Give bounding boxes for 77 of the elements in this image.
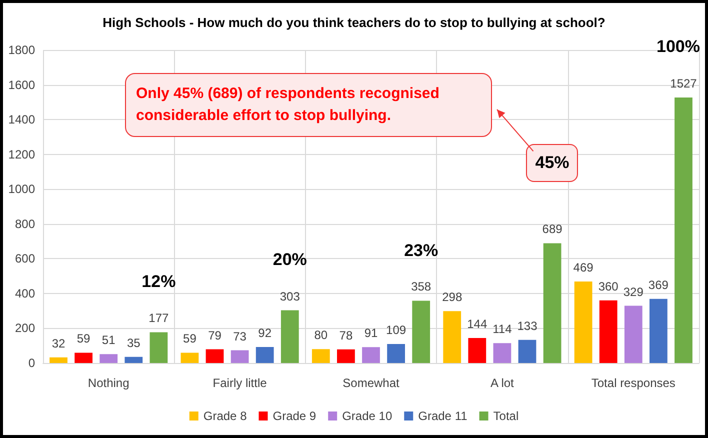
x-tick-label: Fairly little bbox=[212, 376, 268, 390]
y-tick-label: 1400 bbox=[8, 112, 36, 127]
y-tick-label: 600 bbox=[14, 252, 36, 266]
data-label: 80 bbox=[314, 328, 328, 342]
y-tick-label: 400 bbox=[14, 286, 36, 300]
bar bbox=[124, 356, 143, 363]
bar bbox=[412, 300, 430, 363]
x-tick-label: Nothing bbox=[88, 376, 130, 390]
callout: Only 45% (689) of respondents recognised considerable effort to stop bullying. bbox=[125, 73, 492, 136]
bar bbox=[468, 338, 486, 363]
data-label: 79 bbox=[208, 328, 222, 342]
bar bbox=[180, 352, 199, 363]
bar bbox=[230, 350, 249, 363]
bar bbox=[312, 349, 330, 363]
legend-label: Grade 10 bbox=[342, 409, 392, 423]
data-label: 73 bbox=[233, 329, 247, 344]
data-label: 133 bbox=[517, 318, 538, 333]
bar bbox=[650, 298, 668, 363]
x-tick-label: A lot bbox=[490, 376, 515, 390]
y-tick-label: 1600 bbox=[8, 78, 36, 92]
bar bbox=[206, 349, 224, 363]
chart-title: High Schools - How much do you think teachers do to stop to bullying at school? bbox=[102, 15, 606, 30]
data-label: 91 bbox=[364, 326, 378, 340]
data-label: 59 bbox=[76, 332, 91, 346]
data-label: 1527 bbox=[670, 76, 698, 90]
y-tick-label: 0 bbox=[28, 356, 36, 370]
bar bbox=[74, 352, 92, 363]
data-label: 469 bbox=[573, 260, 594, 274]
data-label: 298 bbox=[442, 290, 462, 304]
bar bbox=[574, 281, 592, 363]
bar bbox=[337, 349, 355, 363]
data-label: 369 bbox=[648, 278, 669, 292]
y-tick-label: 1800 bbox=[8, 43, 36, 57]
bar bbox=[100, 354, 118, 363]
data-label: 144 bbox=[467, 316, 488, 331]
annotation: 20% bbox=[272, 250, 307, 270]
data-label: 689 bbox=[542, 222, 563, 236]
y-tick-label: 1000 bbox=[8, 182, 36, 196]
x-tick-label: Somewhat bbox=[342, 376, 400, 390]
bar bbox=[256, 347, 274, 363]
bar bbox=[362, 347, 380, 363]
data-label: 78 bbox=[339, 328, 353, 342]
data-label: 51 bbox=[102, 333, 116, 348]
data-label: 59 bbox=[183, 332, 197, 346]
data-label: 35 bbox=[126, 336, 141, 350]
bar bbox=[599, 300, 618, 363]
bar bbox=[443, 311, 462, 363]
legend-label: Grade 9 bbox=[272, 409, 316, 423]
annotation: 12% bbox=[142, 272, 176, 292]
bar bbox=[150, 332, 168, 363]
bar bbox=[543, 243, 562, 363]
bar bbox=[518, 340, 536, 363]
data-label: 92 bbox=[258, 326, 272, 340]
data-label: 177 bbox=[148, 311, 170, 326]
data-label: 329 bbox=[623, 284, 644, 299]
bar bbox=[624, 306, 642, 363]
legend-label: Grade 11 bbox=[418, 409, 468, 423]
data-label: 303 bbox=[280, 289, 300, 304]
callout: 45% bbox=[526, 144, 578, 182]
bar bbox=[50, 357, 68, 363]
y-tick-label: 200 bbox=[14, 321, 36, 336]
x-tick-label: Total responses bbox=[591, 376, 676, 390]
annotation: 23% bbox=[404, 240, 438, 261]
y-tick-label: 800 bbox=[14, 216, 36, 231]
bar bbox=[674, 97, 692, 363]
legend-label: Total bbox=[493, 409, 519, 423]
data-label: 360 bbox=[598, 279, 619, 294]
legend-label: Grade 8 bbox=[203, 409, 248, 423]
annotation: 100% bbox=[656, 37, 700, 58]
bar bbox=[280, 310, 299, 363]
data-label: 109 bbox=[386, 323, 406, 338]
data-label: 32 bbox=[52, 336, 66, 350]
data-label: 358 bbox=[411, 280, 432, 294]
bar bbox=[387, 344, 405, 363]
bar bbox=[493, 343, 512, 363]
y-tick-label: 1200 bbox=[8, 147, 36, 162]
data-label: 114 bbox=[492, 322, 512, 336]
